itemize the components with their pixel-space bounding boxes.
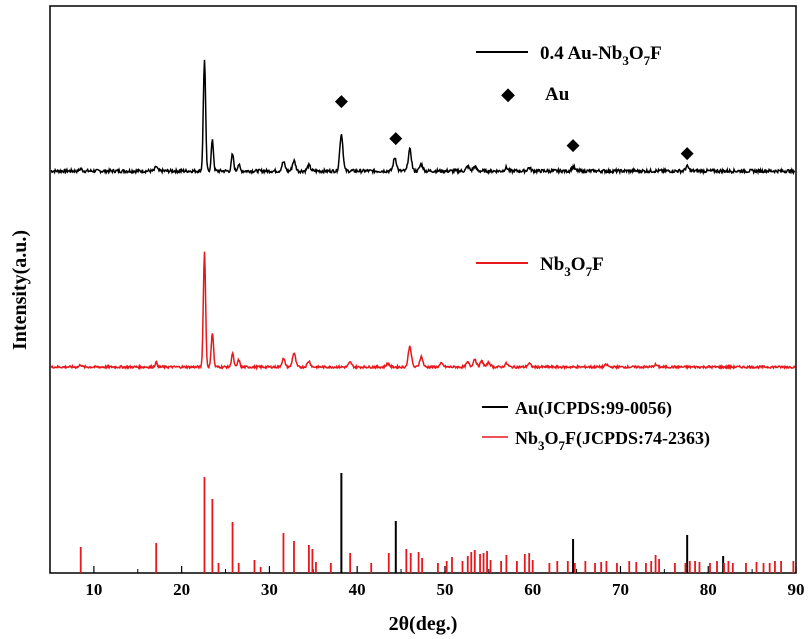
legend-label-au-nb3o7f: 0.4 Au-Nb3O7F bbox=[540, 43, 662, 68]
plot-frame bbox=[49, 5, 797, 574]
au-marker-icon: ◆ bbox=[681, 143, 695, 162]
reference-bars-au bbox=[340, 473, 725, 573]
x-tick-label: 80 bbox=[700, 580, 717, 599]
legend-au-marker-icon: ◆ bbox=[501, 84, 515, 104]
au-marker-icon: ◆ bbox=[335, 91, 349, 110]
x-tick-label: 10 bbox=[85, 580, 102, 599]
legend-label-ref-au: Au(JCPDS:99-0056) bbox=[515, 398, 672, 419]
y-axis-title: Intensity(a.u.) bbox=[9, 230, 31, 350]
x-tick-label: 40 bbox=[349, 580, 366, 599]
x-tick-label: 20 bbox=[173, 580, 190, 599]
x-tick-label: 30 bbox=[261, 580, 278, 599]
x-axis-ticks: 10 20 30 40 50 60 70 80 90 bbox=[49, 566, 805, 599]
x-tick-label: 70 bbox=[612, 580, 629, 599]
x-tick-label: 90 bbox=[788, 580, 805, 599]
reference-bars-nb3o7f bbox=[79, 477, 795, 573]
legend-label-ref-nb3o7f: Nb3O7F(JCPDS:74-2363) bbox=[515, 428, 710, 453]
au-marker-icon: ◆ bbox=[389, 128, 403, 147]
x-tick-label: 50 bbox=[436, 580, 453, 599]
x-tick-label: 60 bbox=[524, 580, 541, 599]
legend-label-nb3o7f: Nb3O7F bbox=[540, 254, 604, 279]
au-marker-icon: ◆ bbox=[567, 135, 581, 154]
au-peak-markers: ◆ ◆ ◆ ◆ bbox=[335, 91, 695, 162]
x-axis-title: 2θ(deg.) bbox=[389, 613, 458, 635]
series-line-au-nb3o7f bbox=[50, 59, 796, 176]
legend-label-au: Au bbox=[545, 84, 570, 105]
series-line-nb3o7f bbox=[50, 251, 796, 371]
